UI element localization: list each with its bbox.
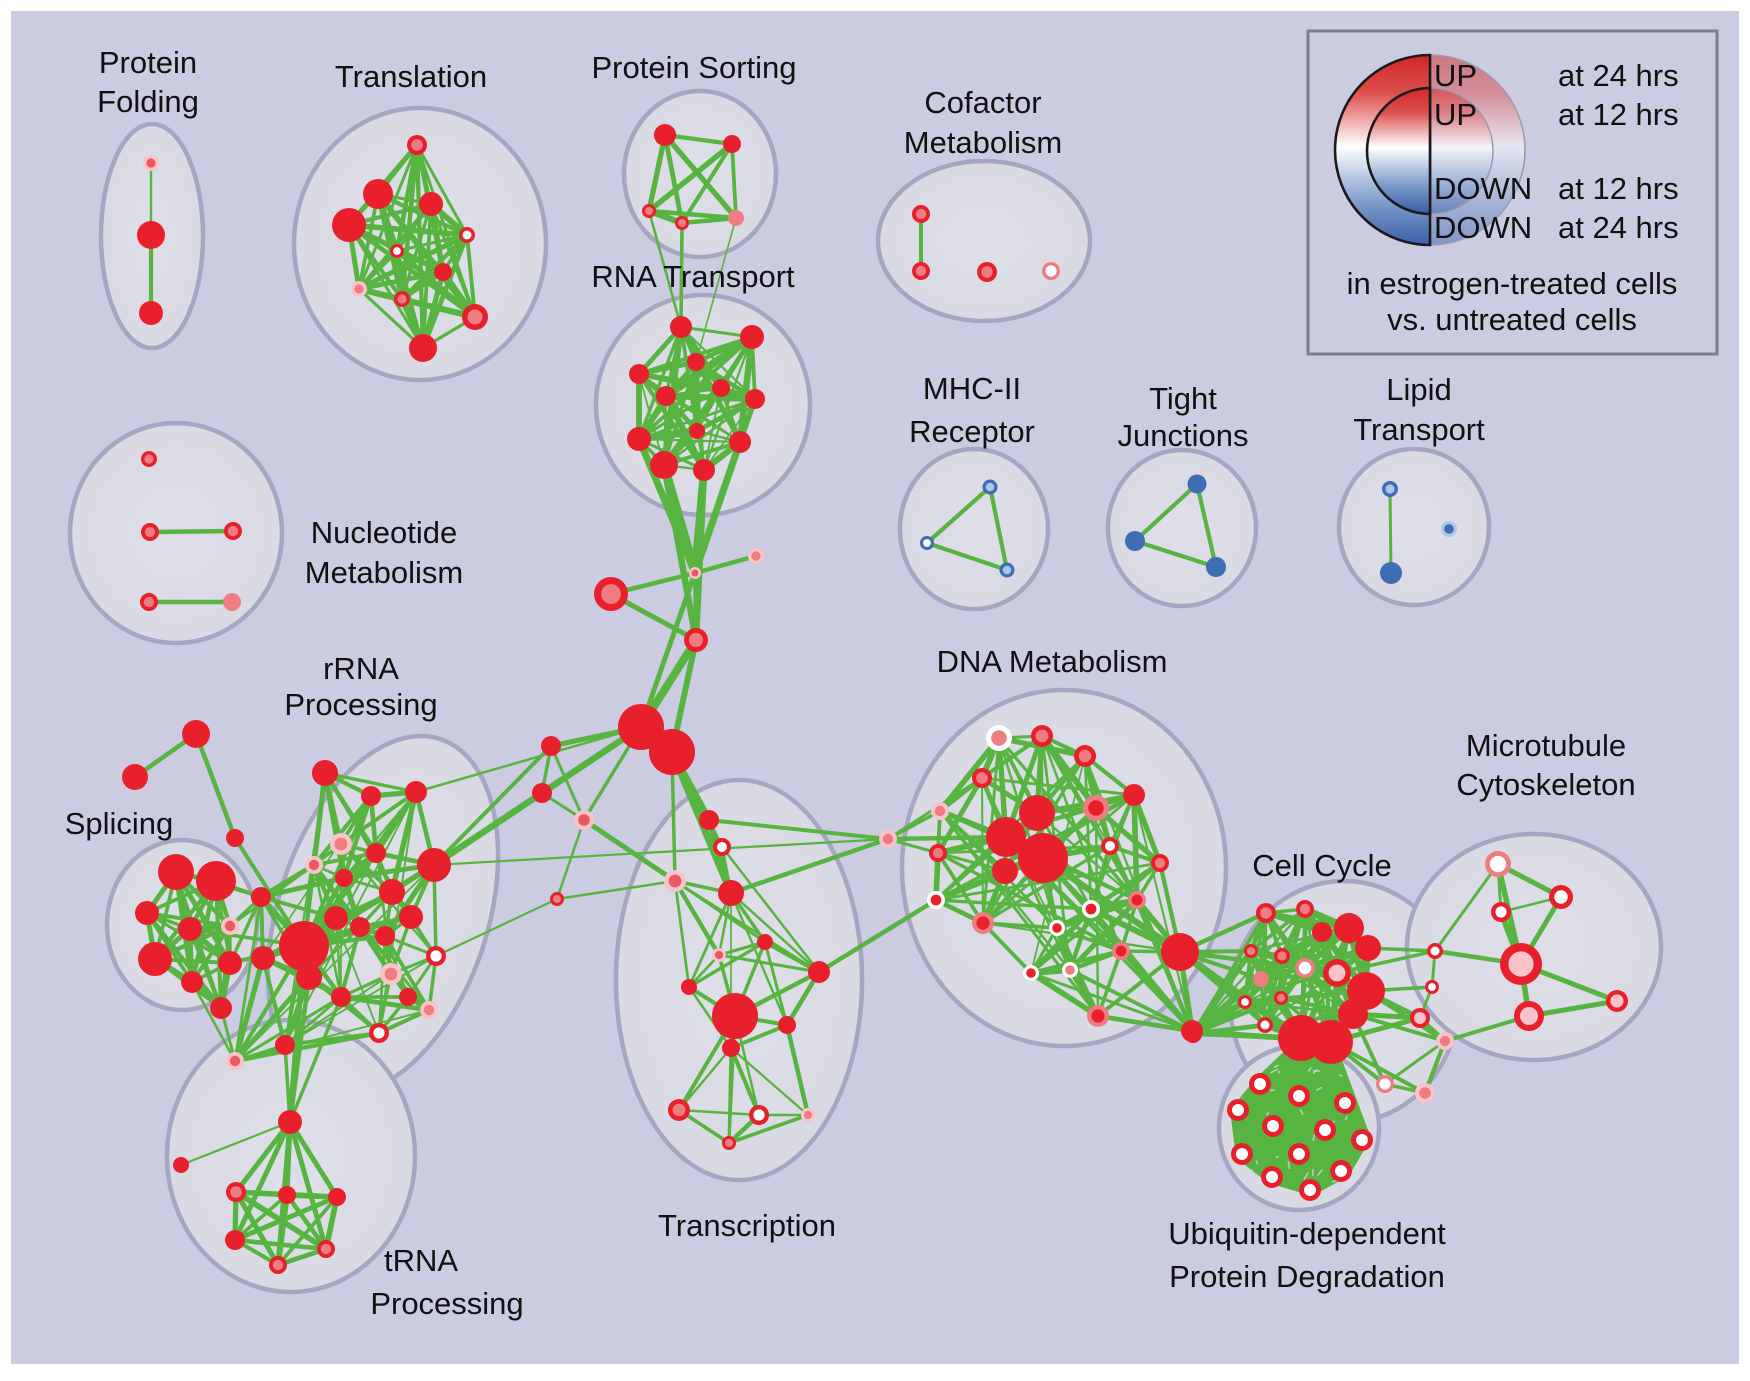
svg-text:UP: UP (1434, 97, 1477, 132)
svg-text:RNA Transport: RNA Transport (591, 259, 795, 294)
svg-text:at 12 hrs: at 12 hrs (1558, 97, 1679, 132)
svg-text:Processing: Processing (284, 687, 437, 722)
svg-text:DNA Metabolism: DNA Metabolism (937, 644, 1168, 679)
svg-text:Microtubule: Microtubule (1466, 728, 1626, 763)
svg-text:Processing: Processing (370, 1286, 523, 1321)
svg-text:at 24 hrs: at 24 hrs (1558, 58, 1679, 93)
svg-text:DOWN: DOWN (1434, 171, 1532, 206)
svg-text:rRNA: rRNA (323, 651, 399, 686)
svg-text:at 24 hrs: at 24 hrs (1558, 210, 1679, 245)
svg-text:Translation: Translation (335, 59, 487, 94)
svg-text:Nucleotide: Nucleotide (311, 515, 457, 550)
svg-text:at 12 hrs: at 12 hrs (1558, 171, 1679, 206)
svg-text:Metabolism: Metabolism (904, 125, 1063, 160)
svg-text:MHC-II: MHC-II (923, 371, 1021, 406)
svg-text:Protein Sorting: Protein Sorting (591, 50, 796, 85)
svg-text:Metabolism: Metabolism (305, 555, 464, 590)
svg-text:UP: UP (1434, 58, 1477, 93)
svg-text:Tight: Tight (1149, 381, 1217, 416)
svg-text:Transport: Transport (1353, 412, 1485, 447)
svg-text:Protein: Protein (99, 45, 197, 80)
svg-text:Receptor: Receptor (909, 414, 1035, 449)
svg-text:in estrogen-treated cells: in estrogen-treated cells (1347, 266, 1678, 301)
svg-text:Cell Cycle: Cell Cycle (1252, 848, 1392, 883)
svg-text:Splicing: Splicing (65, 806, 174, 841)
svg-text:vs. untreated cells: vs. untreated cells (1387, 302, 1637, 337)
svg-text:Ubiquitin-dependent: Ubiquitin-dependent (1168, 1216, 1446, 1251)
svg-text:Transcription: Transcription (658, 1208, 836, 1243)
svg-text:Cofactor: Cofactor (924, 85, 1041, 120)
svg-text:Cytoskeleton: Cytoskeleton (1456, 767, 1635, 802)
svg-text:Junctions: Junctions (1118, 418, 1249, 453)
svg-text:DOWN: DOWN (1434, 210, 1532, 245)
svg-text:Lipid: Lipid (1386, 372, 1452, 407)
svg-text:Protein Degradation: Protein Degradation (1169, 1259, 1445, 1294)
svg-text:Folding: Folding (97, 84, 199, 119)
svg-text:tRNA: tRNA (384, 1243, 458, 1278)
